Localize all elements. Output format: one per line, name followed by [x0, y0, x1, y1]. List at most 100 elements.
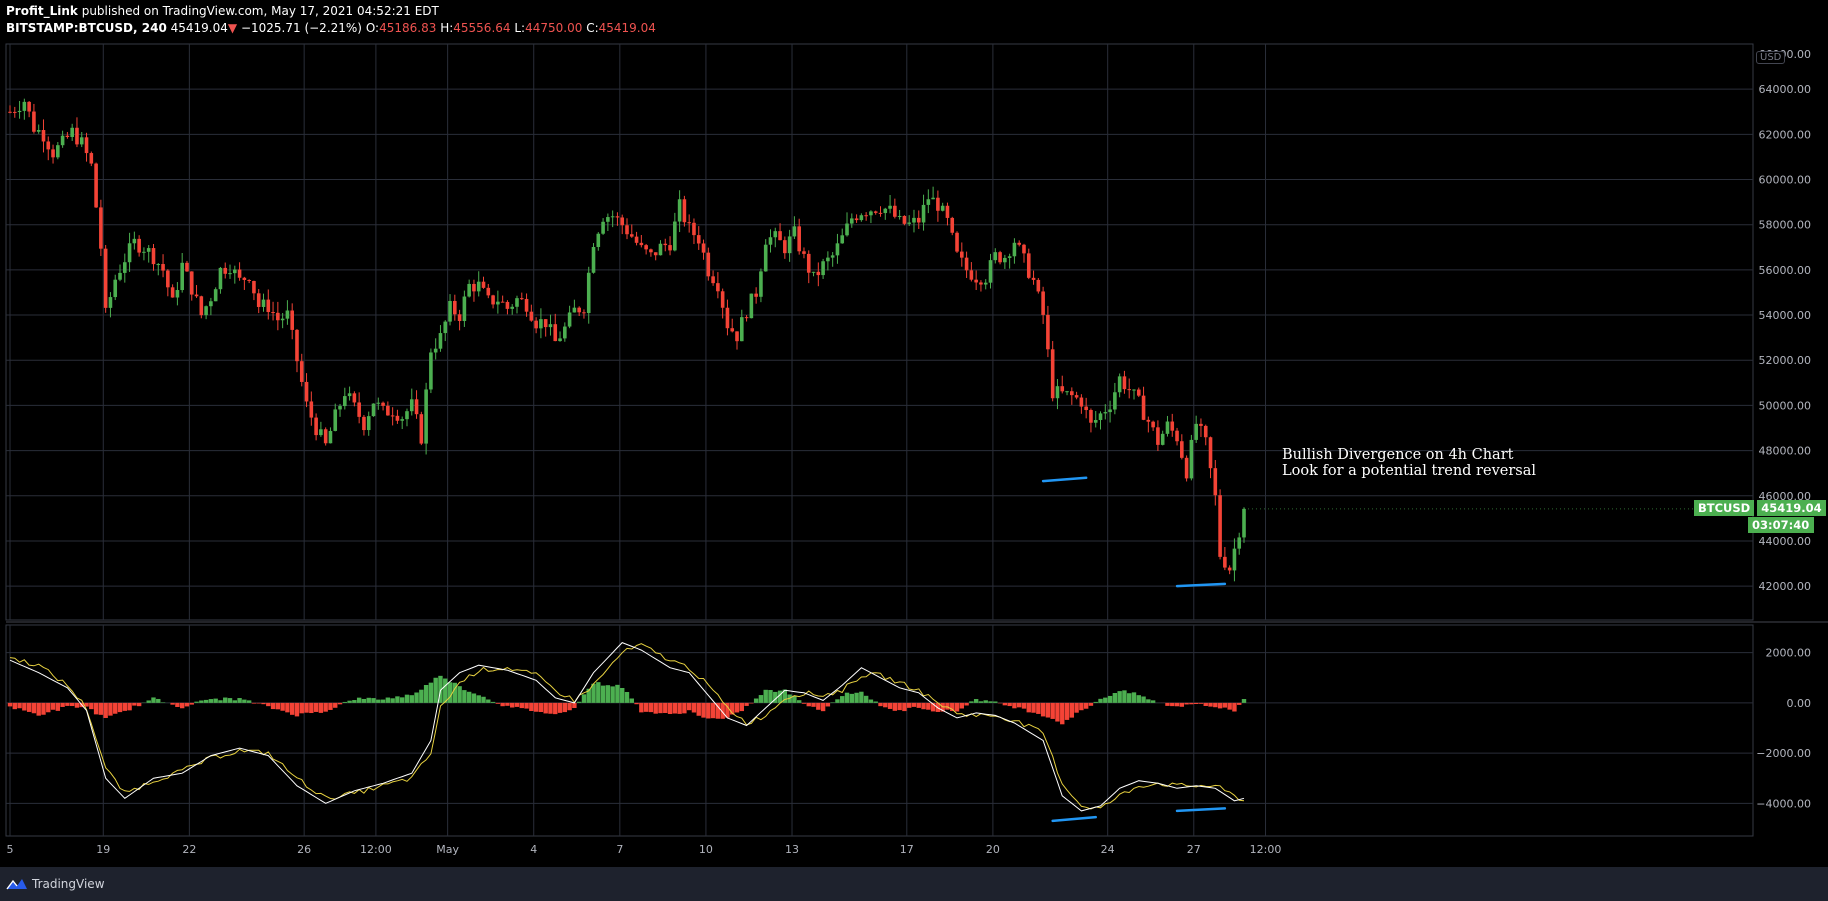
candle-body: [811, 271, 816, 273]
histogram-bar: [610, 686, 615, 703]
histogram-bar: [1122, 690, 1127, 703]
candle-body: [8, 111, 12, 113]
histogram-bar: [1174, 702, 1180, 707]
histogram-bar: [634, 702, 639, 705]
histogram-bar: [151, 697, 156, 703]
macd-pane[interactable]: [7, 642, 1247, 812]
histogram-bar: [1237, 702, 1242, 705]
histogram-bar: [156, 698, 161, 703]
histogram-bar: [710, 702, 716, 719]
histogram-bar: [1012, 702, 1017, 709]
histogram-bar: [103, 702, 108, 718]
histogram-bar: [409, 695, 414, 703]
candle-body: [1012, 242, 1017, 257]
candle-body: [663, 243, 668, 246]
divergence-annotation[interactable]: Bullish Divergence on 4h Chart Look for …: [1282, 447, 1536, 479]
histogram-bar: [203, 699, 209, 703]
histogram-bar: [1198, 702, 1204, 704]
histogram-bar: [950, 702, 955, 712]
author-name[interactable]: Profit_Link: [6, 4, 78, 18]
footer-brand[interactable]: TradingView: [32, 877, 105, 891]
histogram-bar: [380, 699, 386, 703]
footer-bar: TradingView: [0, 867, 1828, 901]
candle-body: [620, 217, 625, 226]
candle-body: [166, 270, 170, 288]
last-price: 45419.04: [170, 21, 228, 35]
candle-body: [1199, 423, 1203, 426]
symbol-label[interactable]: BITSTAMP:BTCUSD, 240: [6, 21, 167, 35]
candle-body: [739, 317, 744, 342]
histogram-bar: [400, 697, 405, 703]
histogram-bar: [1208, 702, 1213, 707]
candle-body: [1070, 391, 1074, 396]
histogram-bar: [988, 701, 993, 703]
candle-body: [299, 361, 304, 382]
last-price-tag: BTCUSD 45419.04 03:07:40: [1694, 499, 1826, 533]
time-tick-label: 12:00: [1250, 843, 1282, 856]
candle-body: [390, 415, 395, 417]
candle-body: [677, 199, 682, 222]
histogram-bar: [1146, 699, 1151, 703]
candle-body: [1132, 389, 1136, 391]
histogram-bar: [529, 702, 534, 711]
time-tick-label: 26: [297, 843, 311, 856]
candle-body: [170, 287, 175, 298]
candle-body: [940, 205, 945, 211]
candle-body: [601, 221, 605, 234]
candle-body: [735, 331, 739, 342]
candle-body: [1079, 397, 1084, 407]
histogram-bar: [108, 702, 113, 716]
time-tick-label: 10: [699, 843, 713, 856]
candle-body: [228, 273, 232, 275]
tradingview-logo-icon[interactable]: [6, 877, 28, 891]
candle-body: [806, 253, 811, 273]
histogram-bar: [299, 702, 304, 714]
candle-body: [873, 211, 878, 213]
histogram-bar: [285, 702, 290, 713]
histogram-bar: [1117, 691, 1122, 703]
candle-body: [448, 300, 452, 322]
candle-body: [352, 393, 357, 403]
histogram-bar: [600, 685, 606, 703]
currency-label[interactable]: USD: [1756, 51, 1786, 64]
histogram-bar: [170, 702, 175, 705]
macd-tick-label: 0.00: [1787, 697, 1812, 710]
price-pane[interactable]: [8, 98, 1753, 582]
histogram-bar: [361, 698, 367, 703]
candle-body: [1055, 386, 1060, 399]
candle-body: [586, 272, 591, 314]
chart-canvas[interactable]: 64000.00 62000.00 60000.00 58000.00 56000.00…: [0, 0, 1828, 867]
price-tag-symbol: BTCUSD: [1694, 499, 1755, 516]
histogram-bar: [615, 684, 620, 703]
time-tick-label: 24: [1101, 843, 1115, 856]
candle-body: [582, 312, 586, 314]
histogram-bar: [376, 699, 381, 703]
ohlc-legend: BITSTAMP:BTCUSD, 240 45419.04▼ −1025.71 …: [6, 21, 656, 35]
histogram-bar: [854, 692, 859, 703]
histogram-bar: [1232, 702, 1237, 712]
histogram-bar: [122, 702, 127, 711]
candle-body: [70, 127, 74, 137]
histogram-bar: [1093, 701, 1098, 703]
divergence-trendline: [1051, 815, 1097, 823]
candle-body: [395, 415, 400, 421]
histogram-bar: [179, 702, 185, 709]
histogram-bar: [74, 702, 80, 708]
histogram-bar: [887, 702, 893, 709]
histogram-bar: [586, 688, 591, 703]
candle-body: [271, 312, 275, 314]
histogram-bar: [639, 702, 644, 713]
candle-body: [725, 307, 730, 329]
high-label: H:: [440, 21, 454, 35]
histogram-bar: [84, 702, 89, 707]
histogram-bar: [55, 702, 61, 711]
histogram-bar: [275, 702, 281, 710]
price-tick-label: 60000.00: [1759, 174, 1812, 187]
histogram-bar: [696, 702, 701, 716]
histogram-bar: [1055, 702, 1060, 722]
histogram-bar: [251, 702, 257, 704]
histogram-bar: [146, 700, 151, 703]
candle-body: [343, 396, 347, 407]
candle-body: [381, 402, 385, 406]
candle-body: [1041, 291, 1045, 315]
